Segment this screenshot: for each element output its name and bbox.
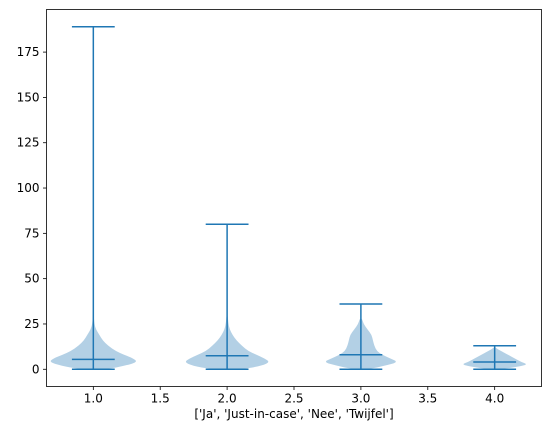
x-tick-label: 2.5 [284, 392, 303, 406]
y-tick-label: 75 [24, 226, 39, 240]
y-tick-label: 100 [17, 181, 40, 195]
x-tick-label: 3.0 [351, 392, 370, 406]
plot-frame [46, 9, 542, 387]
y-tick-label: 175 [17, 45, 40, 59]
x-tick-label: 4.0 [485, 392, 504, 406]
x-axis-ticks: 1.0 1.5 2.0 2.5 3.0 3.5 4.0 [84, 386, 504, 406]
y-tick-label: 50 [24, 272, 39, 286]
violins-layer [50, 25, 526, 371]
x-tick-label: 1.0 [84, 392, 103, 406]
x-axis-label: ['Ja', 'Just-in-case', 'Nee', 'Twijfel'] [194, 407, 393, 421]
y-tick-label: 150 [17, 90, 40, 104]
y-axis-ticks: 0 25 50 75 100 125 150 175 [17, 45, 47, 376]
x-tick-label: 2.0 [218, 392, 237, 406]
y-tick-label: 25 [24, 317, 39, 331]
x-tick-label: 1.5 [151, 392, 170, 406]
y-tick-label: 0 [32, 362, 40, 376]
x-tick-label: 3.5 [418, 392, 437, 406]
y-tick-label: 125 [17, 136, 40, 150]
